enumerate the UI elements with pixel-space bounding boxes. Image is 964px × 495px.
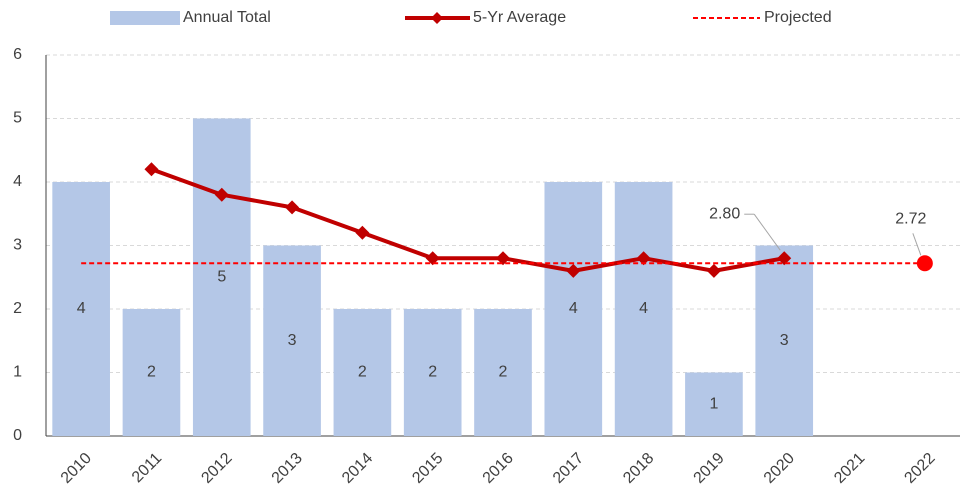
y-tick-label: 3 [13, 237, 22, 254]
average-marker [496, 251, 510, 266]
bar [122, 309, 181, 436]
average-marker [285, 200, 300, 215]
average-marker [214, 187, 229, 202]
average-label: 2.80 [709, 205, 740, 222]
bar-label: 2 [358, 364, 367, 381]
x-tick-label: 2017 [550, 450, 587, 487]
bar [52, 182, 110, 436]
y-tick-label: 0 [13, 427, 22, 444]
x-tick-label: 2011 [129, 450, 165, 486]
bar-label: 4 [77, 300, 86, 317]
x-tick-label: 2018 [620, 450, 657, 487]
y-tick-label: 4 [13, 173, 22, 190]
y-tick-label: 6 [13, 46, 22, 63]
bar [614, 182, 673, 436]
x-tick-label: 2021 [831, 450, 868, 487]
legend-label: 5-Yr Average [473, 9, 566, 26]
bar [544, 182, 603, 436]
x-tick-label: 2016 [480, 450, 517, 487]
legend-swatch [431, 12, 443, 24]
bar-label: 4 [639, 300, 648, 317]
average-marker [425, 251, 440, 266]
bar-label: 2 [147, 364, 156, 381]
legend-label: Annual Total [183, 9, 271, 26]
bar-label: 4 [569, 300, 578, 317]
bar-label: 2 [499, 364, 508, 381]
average-marker [706, 263, 721, 278]
bar [403, 309, 462, 436]
x-tick-label: 2010 [58, 450, 95, 487]
bar [192, 118, 251, 436]
average-marker [777, 251, 792, 266]
x-tick-label: 2012 [198, 450, 235, 487]
x-tick-label: 2015 [409, 450, 446, 487]
bar-label: 5 [217, 268, 226, 285]
projected-label: 2.72 [895, 210, 926, 227]
legend-label: Projected [764, 9, 832, 26]
average-marker [355, 225, 370, 240]
bar-label: 3 [288, 332, 297, 349]
bar-label: 2 [428, 364, 437, 381]
average-line [150, 167, 785, 273]
average-marker [566, 263, 581, 278]
leader-line [753, 213, 781, 251]
y-tick-label: 2 [13, 300, 22, 317]
average-marker [636, 251, 651, 266]
x-tick-label: 2020 [761, 450, 798, 487]
bar [333, 309, 392, 436]
bar [685, 372, 743, 436]
average-marker [144, 162, 159, 177]
bar [474, 309, 532, 436]
bar [755, 245, 814, 436]
bar [263, 245, 321, 436]
projected-point [916, 255, 933, 272]
y-tick-label: 5 [13, 110, 22, 127]
leader-line [912, 233, 922, 256]
bar-label: 1 [709, 395, 718, 412]
x-tick-label: 2022 [901, 450, 938, 487]
bar-label: 3 [780, 332, 789, 349]
x-tick-label: 2013 [269, 450, 306, 487]
x-tick-label: 2014 [339, 450, 376, 487]
x-tick-label: 2019 [691, 450, 728, 487]
y-tick-label: 1 [13, 364, 22, 381]
legend-swatch [110, 11, 180, 25]
